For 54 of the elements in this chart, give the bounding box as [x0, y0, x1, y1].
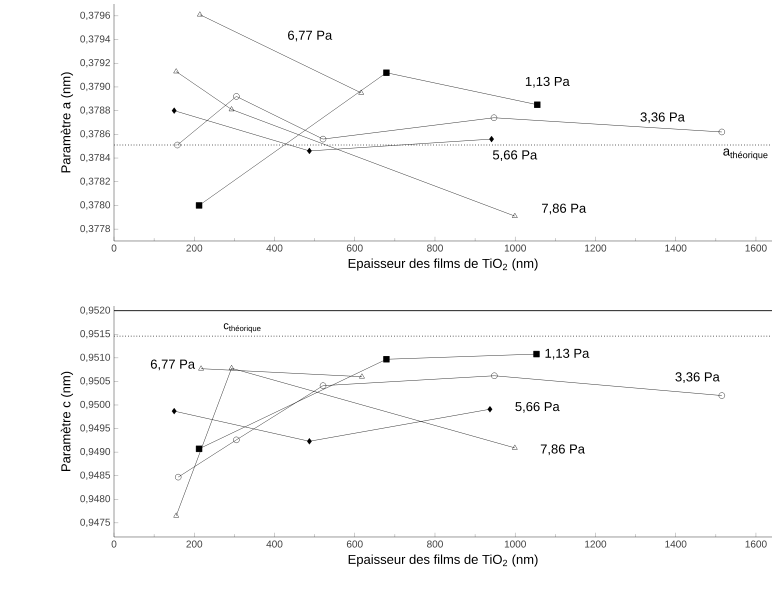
y-tick-label: 0,3790 — [80, 82, 110, 92]
series-label: 3,36 Pa — [675, 372, 720, 384]
series-label: 5,66 Pa — [515, 402, 560, 413]
x-tick-label: 800 — [427, 244, 443, 252]
x-tick-label: 1400 — [665, 540, 686, 548]
x-tick-label: 1400 — [665, 244, 686, 252]
series-label: 6,77 Pa — [288, 30, 332, 42]
y-tick-label: 0,9495 — [80, 424, 110, 433]
y-axis-title: Paramètre c (nm) — [60, 372, 74, 471]
x-tick-label: 0 — [112, 244, 116, 252]
x-tick-label: 800 — [427, 540, 443, 548]
ref-line-label: $\mathrm{c}_{\text{théorique}}$ — [224, 323, 261, 333]
x-tick-label: 400 — [266, 540, 282, 548]
series-label: 3,36 Pa — [640, 112, 685, 124]
x-tick-label: 1600 — [746, 540, 767, 548]
y-tick-label: 0,9510 — [80, 354, 110, 362]
y-tick-label: 0,9475 — [80, 518, 110, 527]
x-tick-label: 1000 — [504, 540, 526, 548]
x-tick-label: 1200 — [585, 244, 606, 252]
ref-line-label: $\mathrm{a}_{\text{théorique}}$ — [723, 148, 768, 160]
x-axis-title: Epaisseur des films de TiO$_{2}$ (nm) — [348, 258, 538, 271]
y-tick-label: 0,3796 — [80, 12, 110, 20]
y-tick-label: 0,3782 — [80, 178, 110, 186]
y-axis-title: Paramètre a (nm) — [60, 72, 74, 172]
series-label: 1,13 Pa — [526, 76, 570, 88]
y-tick-label: 0,9500 — [80, 400, 110, 410]
y-tick-label: 0,9480 — [80, 495, 110, 504]
x-tick-label: 600 — [346, 540, 363, 548]
series-label: 7,86 Pa — [542, 204, 586, 214]
y-tick-label: 0,3780 — [80, 201, 110, 210]
y-tick-label: 0,9520 — [80, 306, 110, 315]
y-tick-label: 0,3792 — [80, 59, 110, 68]
y-tick-label: 0,9485 — [80, 472, 110, 480]
x-tick-label: 400 — [266, 244, 282, 252]
series-label: 5,66 Pa — [492, 150, 538, 162]
series-label: 6,77 Pa — [150, 360, 196, 370]
series-label: 1,13 Pa — [545, 348, 590, 360]
y-tick-label: 0,3778 — [80, 225, 110, 234]
y-tick-label: 0,9515 — [80, 330, 110, 338]
y-tick-label: 0,9505 — [80, 377, 110, 386]
x-tick-label: 200 — [186, 244, 202, 252]
x-tick-label: 0 — [112, 540, 116, 548]
x-tick-label: 1000 — [504, 244, 526, 252]
x-tick-label: 1600 — [746, 244, 767, 252]
y-tick-label: 0,3788 — [80, 106, 110, 115]
series-label: 7,86 Pa — [540, 444, 585, 456]
x-tick-label: 1200 — [585, 540, 606, 548]
x-tick-label: 600 — [346, 244, 363, 252]
y-tick-label: 0,3794 — [80, 35, 110, 44]
x-axis-title: Epaisseur des films de TiO$_{2}$ (nm) — [348, 554, 538, 567]
x-tick-label: 200 — [186, 540, 202, 548]
y-tick-label: 0,3784 — [80, 154, 110, 162]
y-tick-label: 0,3786 — [80, 130, 110, 138]
y-tick-label: 0,9490 — [80, 448, 110, 456]
